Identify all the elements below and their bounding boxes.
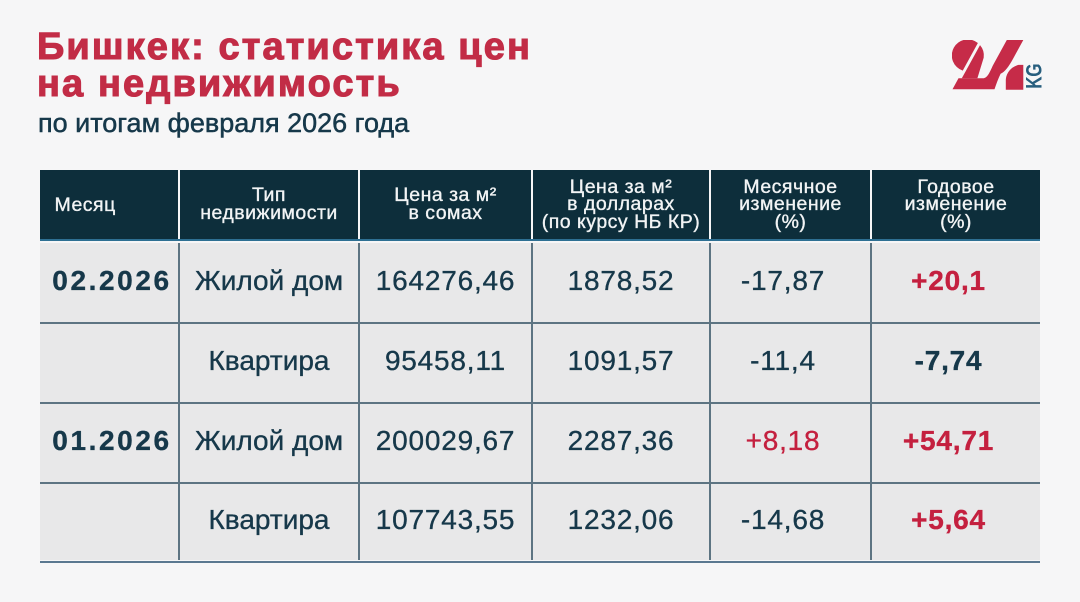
svg-text:KG: KG	[1023, 64, 1044, 89]
